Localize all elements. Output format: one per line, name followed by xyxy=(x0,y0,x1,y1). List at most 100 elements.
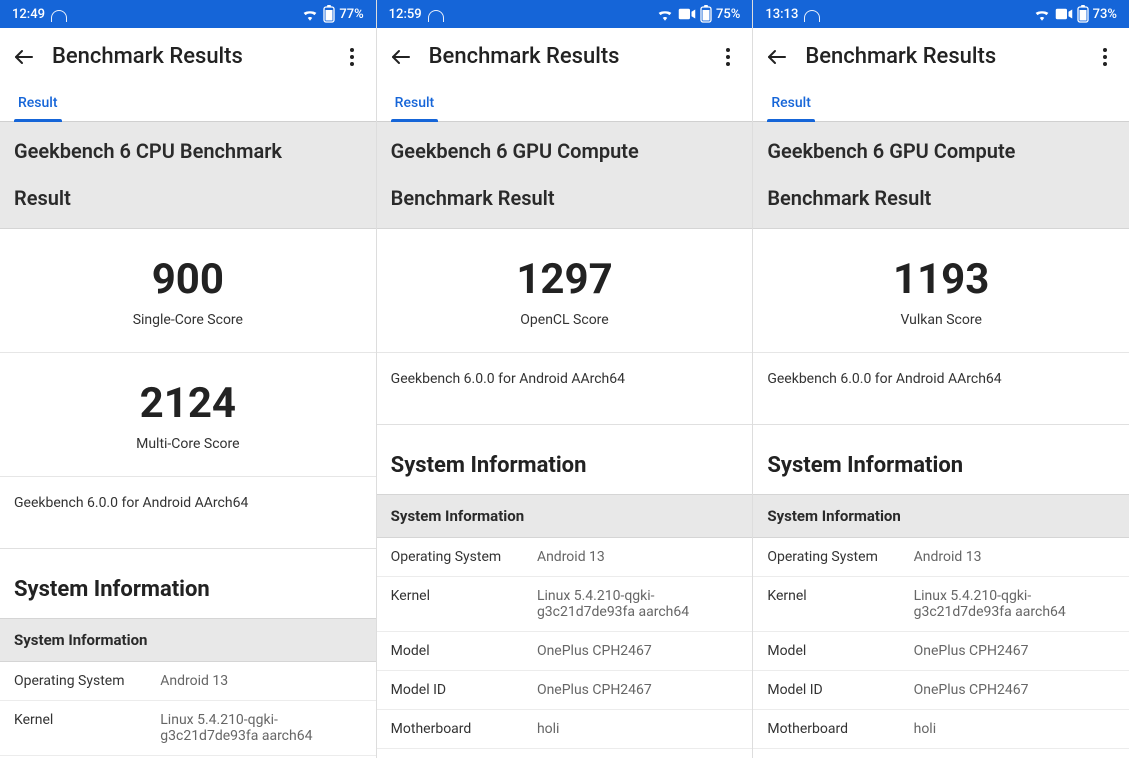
system-info-heading: System Information xyxy=(753,425,1129,494)
status-bar: 12:59 75% xyxy=(377,0,753,28)
score-block: 1297 OpenCL Score xyxy=(377,229,753,353)
back-button[interactable] xyxy=(765,45,789,69)
score-value: 1297 xyxy=(387,255,743,304)
info-row-label: Model xyxy=(391,643,525,659)
system-info-heading: System Information xyxy=(0,549,376,618)
wifi-icon xyxy=(656,7,674,21)
page-title: Benchmark Results xyxy=(429,44,701,69)
info-row: Operating System Android 13 xyxy=(753,538,1129,577)
info-row-value: OnePlus CPH2467 xyxy=(914,682,1115,698)
result-subtitle: Benchmark Result xyxy=(391,185,739,212)
info-row: Motherboard holi xyxy=(377,710,753,749)
info-row: Kernel Linux 5.4.210-qgki-g3c21d7de93fa … xyxy=(753,577,1129,632)
system-info-subheader: System Information xyxy=(753,494,1129,538)
info-row-label: Operating System xyxy=(767,549,901,565)
score-label: Vulkan Score xyxy=(763,312,1119,328)
info-row-label: Motherboard xyxy=(767,721,901,737)
info-row-value: Android 13 xyxy=(160,673,361,689)
version-text: Geekbench 6.0.0 for Android AArch64 xyxy=(377,353,753,405)
score-label: OpenCL Score xyxy=(387,312,743,328)
info-row: Model ID OnePlus CPH2467 xyxy=(377,671,753,710)
status-time: 12:59 xyxy=(389,7,422,22)
screen-record-icon xyxy=(1055,7,1073,21)
screen-record-icon xyxy=(678,7,696,21)
status-battery-pct: 77% xyxy=(339,7,363,22)
info-row: Kernel Linux 5.4.210-qgki-g3c21d7de93fa … xyxy=(377,577,753,632)
score-label: Multi-Core Score xyxy=(10,436,366,452)
tab-result[interactable]: Result xyxy=(391,85,439,121)
info-row-label: Operating System xyxy=(14,673,148,689)
score-block: 2124 Multi-Core Score xyxy=(0,353,376,477)
content-scroll[interactable]: Geekbench 6 GPU Compute Benchmark Result… xyxy=(377,122,753,758)
back-button[interactable] xyxy=(12,45,36,69)
headset-icon xyxy=(804,8,820,20)
benchmark-name: Geekbench 6 GPU Compute xyxy=(391,138,739,165)
benchmark-name: Geekbench 6 GPU Compute xyxy=(767,138,1115,165)
benchmark-name: Geekbench 6 CPU Benchmark xyxy=(14,138,362,165)
page-title: Benchmark Results xyxy=(805,44,1077,69)
info-row-label: Kernel xyxy=(14,712,148,744)
overflow-menu-button[interactable] xyxy=(1093,45,1117,69)
info-row-value: Linux 5.4.210-qgki-g3c21d7de93fa aarch64 xyxy=(160,712,361,744)
overflow-menu-button[interactable] xyxy=(340,45,364,69)
info-row: Operating System Android 13 xyxy=(0,662,376,701)
wifi-icon xyxy=(301,7,319,21)
content-scroll[interactable]: Geekbench 6 CPU Benchmark Result900 Sing… xyxy=(0,122,376,758)
info-row: Motherboard holi xyxy=(753,710,1129,749)
phone-screenshot: 12:49 77% Benchmark Results ResultGeekbe… xyxy=(0,0,376,758)
info-row-label: Model ID xyxy=(767,682,901,698)
benchmark-header: Geekbench 6 CPU Benchmark Result xyxy=(0,122,376,229)
status-time: 13:13 xyxy=(765,7,798,22)
info-row-value: holi xyxy=(537,721,738,737)
back-button[interactable] xyxy=(389,45,413,69)
headset-icon xyxy=(428,8,444,20)
system-info-subheader: System Information xyxy=(377,494,753,538)
score-value: 2124 xyxy=(10,379,366,428)
app-bar: Benchmark Results xyxy=(377,28,753,85)
info-row: Operating System Android 13 xyxy=(377,538,753,577)
status-battery-pct: 73% xyxy=(1093,7,1117,22)
score-block: 1193 Vulkan Score xyxy=(753,229,1129,353)
app-bar: Benchmark Results xyxy=(0,28,376,85)
status-bar: 12:49 77% xyxy=(0,0,376,28)
status-bar: 13:13 73% xyxy=(753,0,1129,28)
system-info-subheader: System Information xyxy=(0,618,376,662)
info-row: Model OnePlus CPH2467 xyxy=(753,632,1129,671)
phone-screenshot: 12:59 75% Benchmark Results ResultGeekbe… xyxy=(376,0,753,758)
info-row-value: OnePlus CPH2467 xyxy=(537,643,738,659)
page-title: Benchmark Results xyxy=(52,44,324,69)
wifi-icon xyxy=(1033,7,1051,21)
battery-icon xyxy=(323,5,335,23)
info-row-label: Kernel xyxy=(391,588,525,620)
status-time: 12:49 xyxy=(12,7,45,22)
version-text: Geekbench 6.0.0 for Android AArch64 xyxy=(0,477,376,529)
benchmark-header: Geekbench 6 GPU Compute Benchmark Result xyxy=(753,122,1129,229)
info-row: Model OnePlus CPH2467 xyxy=(377,632,753,671)
divider xyxy=(753,405,1129,425)
info-row-label: Operating System xyxy=(391,549,525,565)
result-subtitle: Benchmark Result xyxy=(767,185,1115,212)
divider xyxy=(0,529,376,549)
benchmark-header: Geekbench 6 GPU Compute Benchmark Result xyxy=(377,122,753,229)
info-row: Model ID OnePlus CPH2467 xyxy=(753,671,1129,710)
tab-bar: Result xyxy=(0,85,376,122)
phone-screenshot: 13:13 73% Benchmark Results ResultGeekbe… xyxy=(752,0,1129,758)
info-row-value: Linux 5.4.210-qgki-g3c21d7de93fa aarch64 xyxy=(914,588,1115,620)
info-row-value: Android 13 xyxy=(914,549,1115,565)
overflow-menu-button[interactable] xyxy=(716,45,740,69)
tab-result[interactable]: Result xyxy=(14,85,62,121)
info-row-value: OnePlus CPH2467 xyxy=(537,682,738,698)
content-scroll[interactable]: Geekbench 6 GPU Compute Benchmark Result… xyxy=(753,122,1129,758)
battery-icon xyxy=(700,5,712,23)
info-row-label: Model ID xyxy=(391,682,525,698)
battery-icon xyxy=(1077,5,1089,23)
score-block: 900 Single-Core Score xyxy=(0,229,376,353)
result-subtitle: Result xyxy=(14,185,362,212)
tab-result[interactable]: Result xyxy=(767,85,815,121)
info-row-label: Kernel xyxy=(767,588,901,620)
info-row: Kernel Linux 5.4.210-qgki-g3c21d7de93fa … xyxy=(0,701,376,756)
info-row-value: holi xyxy=(914,721,1115,737)
headset-icon xyxy=(51,8,67,20)
score-value: 1193 xyxy=(763,255,1119,304)
info-row-value: Android 13 xyxy=(537,549,738,565)
